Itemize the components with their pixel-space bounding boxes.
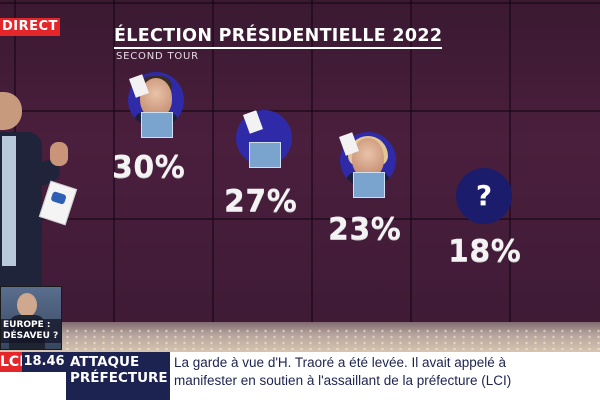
candidate-2-percentage: 27%: [224, 184, 298, 219]
candidate-3: [339, 132, 440, 232]
tv-frame: DIRECT ÉLECTION PRÉSIDENTIELLE 2022 SECO…: [0, 0, 600, 352]
inset-label-line1: EUROPE :: [3, 320, 51, 330]
ticker-topic: ATTAQUE PRÉFECTURE: [66, 352, 170, 400]
ticker-topic-line2: PRÉFECTURE: [70, 370, 168, 386]
channel-logo: LCI: [0, 352, 25, 372]
graphic-subtitle: SECOND TOUR: [116, 51, 199, 62]
ticker-headline-line1: La garde à vue d'H. Traoré a été levée. …: [174, 355, 507, 370]
candidate-1-percentage: 30%: [112, 150, 186, 185]
ballot-box-icon: [249, 142, 281, 168]
candidate-4-percentage: 18%: [448, 234, 522, 269]
ballot-box-icon: [141, 112, 173, 138]
candidate-1: [128, 72, 228, 192]
ballot-box-icon: [353, 172, 385, 198]
presenter: [0, 92, 78, 342]
live-badge: DIRECT: [0, 18, 60, 36]
background-grid: [0, 0, 600, 330]
candidate-2: [236, 110, 336, 210]
lci-logo-icon: [50, 191, 67, 205]
inset-label-line2: DÉSAVEU ?: [3, 331, 59, 341]
ticker-headline: La garde à vue d'H. Traoré a été levée. …: [174, 354, 598, 390]
ticker-time: 18.46: [22, 352, 66, 372]
ticker-topic-line1: ATTAQUE: [70, 354, 140, 370]
cue-card: [38, 180, 78, 226]
ticker-headline-line2: manifester en soutien à l'assaillant de …: [174, 373, 512, 388]
inset-label: EUROPE : DÉSAVEU ?: [1, 319, 61, 343]
inset-thumbnail: EUROPE : DÉSAVEU ?: [0, 286, 62, 350]
question-mark-icon: ?: [456, 168, 512, 224]
graphic-title: ÉLECTION PRÉSIDENTIELLE 2022: [114, 26, 443, 49]
candidate-3-percentage: 23%: [328, 212, 402, 247]
